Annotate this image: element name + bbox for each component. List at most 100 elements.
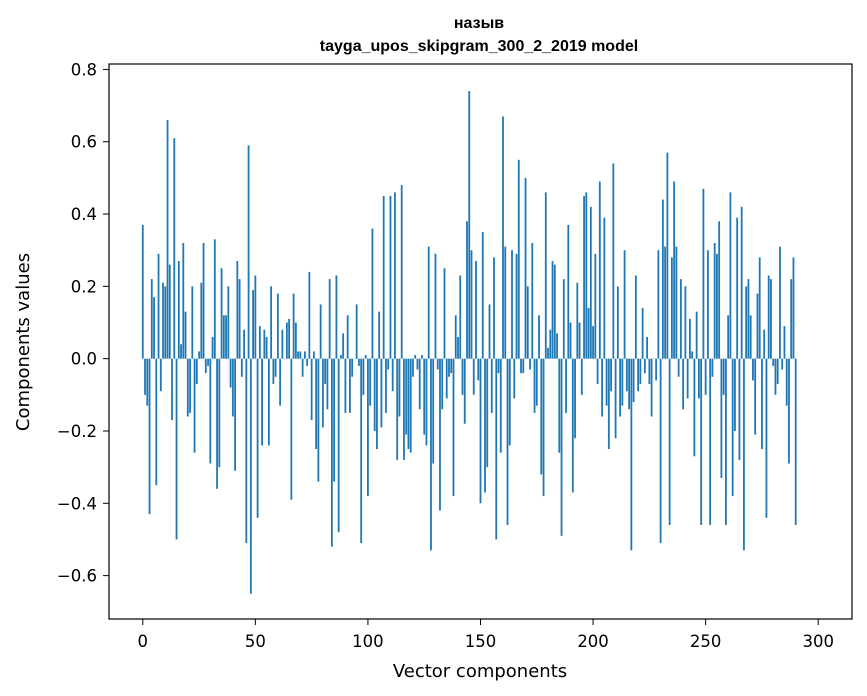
bar-219: [634, 275, 637, 359]
bar-246: [695, 311, 698, 359]
bar-143: [463, 358, 466, 424]
bar-157: [495, 358, 498, 540]
bar-210: [614, 358, 617, 439]
bar-216: [628, 358, 630, 410]
bar-1: [144, 358, 146, 395]
bar-129: [432, 358, 435, 464]
bar-186: [560, 358, 563, 536]
bar-29: [207, 358, 209, 366]
bar-253: [711, 358, 714, 377]
bar-39: [229, 358, 232, 388]
bar-130: [434, 253, 437, 359]
bar-28: [204, 358, 207, 374]
bar-180: [547, 347, 549, 359]
bar-213: [621, 358, 624, 406]
bar-132: [439, 358, 441, 511]
bar-76: [312, 351, 315, 359]
bar-145: [468, 91, 471, 359]
y-axis-ticks: −0.6 −0.4 −0.2 0.0 0.2 0.4 0.6 0.8: [57, 60, 109, 586]
bar-84: [331, 358, 333, 547]
bar-118: [407, 358, 410, 450]
bar-212: [619, 358, 621, 417]
bar-203: [598, 181, 601, 359]
bar-277: [765, 358, 768, 518]
bar-48: [249, 358, 252, 594]
bar-231: [661, 199, 664, 359]
bar-174: [533, 358, 536, 413]
y-tick-label: 0.0: [71, 350, 97, 369]
bar-88: [340, 355, 342, 359]
bar-214: [623, 250, 626, 359]
y-tick-label: 0.4: [71, 205, 97, 224]
bar-22: [191, 286, 194, 359]
bar-45: [243, 329, 245, 359]
bar-188: [565, 358, 567, 413]
bar-172: [529, 358, 531, 370]
bar-166: [515, 253, 518, 359]
bar-151: [481, 232, 484, 359]
bar-196: [583, 195, 585, 359]
bar-11: [166, 120, 169, 359]
bar-289: [792, 257, 795, 359]
bar-128: [430, 358, 432, 551]
bar-79: [319, 304, 322, 359]
bar-4: [150, 279, 153, 359]
bar-225: [648, 358, 651, 384]
bar-123: [418, 358, 421, 410]
bar-242: [686, 358, 689, 399]
bar-222: [641, 308, 644, 359]
bar-95: [355, 304, 358, 359]
y-axis-label: Components values: [13, 253, 34, 431]
bar-104: [376, 358, 378, 450]
x-tick-label: 0: [138, 632, 149, 651]
bar-279: [770, 279, 772, 359]
bar-290: [794, 358, 797, 525]
bar-141: [459, 275, 462, 359]
bar-199: [589, 206, 592, 359]
bar-55: [265, 336, 268, 359]
bar-233: [666, 152, 669, 359]
bar-248: [700, 358, 703, 525]
bar-120: [412, 358, 414, 377]
bar-81: [324, 358, 327, 384]
bar-146: [470, 250, 473, 359]
bar-148: [475, 261, 477, 359]
bar-269: [747, 279, 750, 359]
bar-243: [688, 318, 691, 359]
bar-226: [650, 358, 653, 417]
bar-223: [643, 358, 646, 374]
x-tick-label: 50: [245, 632, 266, 651]
bar-111: [391, 358, 394, 392]
bar-85: [333, 358, 336, 482]
bar-92: [349, 358, 351, 413]
bar-42: [236, 261, 239, 359]
bar-34: [218, 358, 221, 468]
bar-200: [592, 326, 594, 359]
bar-259: [725, 358, 727, 525]
bar-173: [531, 242, 534, 359]
bar-54: [263, 329, 266, 359]
bar-244: [691, 351, 694, 359]
bar-221: [639, 358, 642, 384]
bar-204: [601, 358, 603, 417]
x-tick-label: 200: [577, 632, 609, 651]
bar-149: [477, 358, 480, 381]
bar-62: [281, 329, 284, 359]
bar-110: [389, 195, 392, 359]
bar-215: [625, 358, 628, 392]
bar-106: [380, 358, 383, 428]
bar-7: [157, 253, 160, 359]
bar-18: [182, 242, 185, 359]
y-tick-label: 0.2: [71, 277, 97, 296]
bar-197: [585, 192, 588, 359]
bar-101: [369, 358, 372, 406]
bar-27: [202, 242, 205, 359]
bar-71: [301, 358, 304, 377]
bar-17: [180, 344, 182, 359]
bar-161: [504, 246, 507, 359]
bar-133: [441, 358, 444, 410]
bar-30: [209, 358, 212, 464]
bar-257: [720, 358, 723, 478]
bar-46: [245, 358, 248, 544]
